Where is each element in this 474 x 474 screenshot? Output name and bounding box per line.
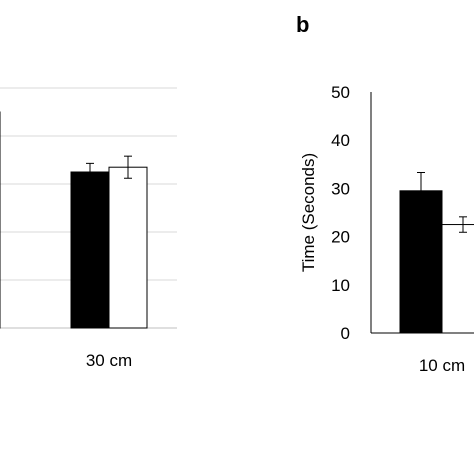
bar-30 cm-series-1	[70, 171, 110, 329]
category-label: 10 cm	[419, 356, 465, 375]
y-tick-label: 40	[331, 131, 350, 150]
panel-b-chart: 0 10 20 30 40 50 Time (Seconds) 10 cm	[299, 83, 474, 375]
y-axis-title: Time (Seconds)	[299, 153, 318, 272]
y-tick-label: 0	[341, 324, 350, 343]
panel-a-chart: 30 cm	[0, 87, 177, 370]
y-tick-label: 50	[331, 83, 350, 102]
y-tick-label: 20	[331, 228, 350, 247]
bar-30 cm-series-2	[108, 166, 148, 329]
category-label: 30 cm	[86, 351, 132, 370]
panel-b-label: b	[296, 12, 309, 37]
y-tick-label: 10	[331, 276, 350, 295]
y-tick-label: 30	[331, 179, 350, 198]
bar-10cm-series-1	[399, 190, 443, 334]
bar-10cm-series-2	[441, 224, 474, 334]
